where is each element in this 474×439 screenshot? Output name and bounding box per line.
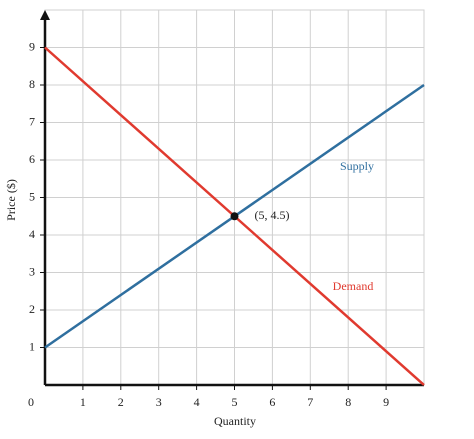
x-tick-label: 1 xyxy=(80,395,86,409)
x-tick-label: 4 xyxy=(194,395,200,409)
y-tick-label: 3 xyxy=(29,264,35,278)
series-label: Demand xyxy=(333,279,374,293)
point-label: (5, 4.5) xyxy=(255,208,290,222)
x-axis-label: Quantity xyxy=(214,414,256,428)
y-tick-label: 4 xyxy=(29,227,35,241)
y-tick-label: 9 xyxy=(29,39,35,53)
x-tick-label: 3 xyxy=(156,395,162,409)
x-tick-label: 9 xyxy=(383,395,389,409)
y-tick-label: 6 xyxy=(29,152,35,166)
y-tick-label: 7 xyxy=(29,114,35,128)
y-axis-label: Price ($) xyxy=(4,179,18,221)
x-tick-label: 0 xyxy=(28,395,34,409)
equilibrium-point xyxy=(230,212,239,221)
y-tick-label: 1 xyxy=(29,339,35,353)
x-tick-label: 8 xyxy=(345,395,351,409)
x-tick-label: 2 xyxy=(118,395,124,409)
x-tick-label: 5 xyxy=(232,395,238,409)
y-tick-label: 5 xyxy=(29,189,35,203)
y-tick-label: 8 xyxy=(29,77,35,91)
y-axis-arrow xyxy=(40,10,50,20)
series-label: Supply xyxy=(340,159,374,173)
x-tick-label: 6 xyxy=(269,395,275,409)
y-tick-label: 2 xyxy=(29,302,35,316)
x-tick-label: 7 xyxy=(307,395,313,409)
